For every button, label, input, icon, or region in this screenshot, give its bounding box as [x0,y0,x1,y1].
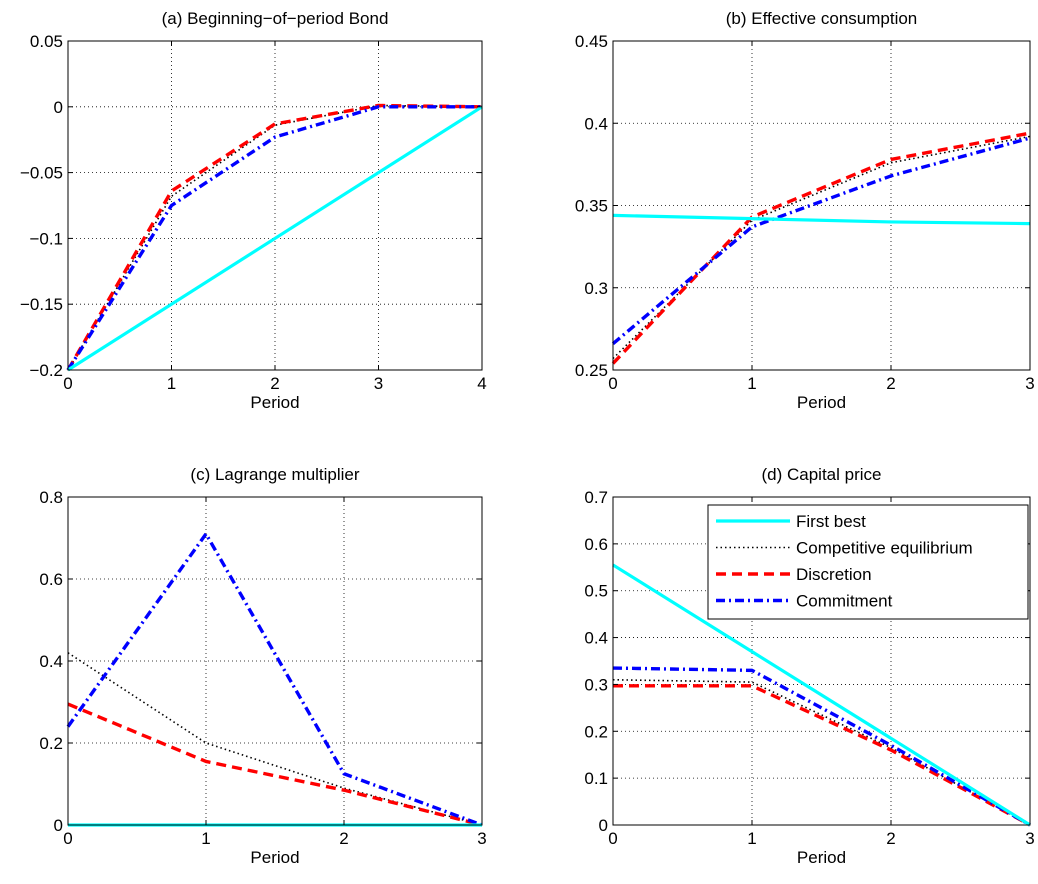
panel-1: 0 1 2 3 0.25 0.3 0.35 0.4 0.45 (b) Effective cons… [575,9,1035,412]
series-line-discretion [613,684,1031,827]
y-tick-label: 0.1 [584,769,608,788]
series-line-first-best [67,105,483,372]
legend-label-first-best: First best [796,512,866,531]
x-tick-label: 1 [167,374,176,393]
x-axis-label: Period [797,848,846,867]
series-line-discretion [611,131,1031,365]
chart-title: (c) Lagrange multiplier [190,465,359,484]
x-tick-label: 0 [608,829,617,848]
x-tick-label: 1 [747,374,756,393]
y-tick-label: 0.4 [39,652,63,671]
y-tick-label: 0.5 [584,582,608,601]
x-tick-label: 2 [886,829,895,848]
y-tick-label: 0.6 [584,535,608,554]
x-tick-label: 0 [63,829,72,848]
y-tick-label: 0.6 [39,570,63,589]
series-line-commitment [611,136,1031,345]
y-tick-label: 0.7 [584,488,608,507]
y-tick-label: −0.15 [20,295,63,314]
chart-title: (a) Beginning−of−period Bond [162,9,389,28]
panel-2: 0 1 2 3 0 0.2 0.4 0.6 0.8 (c) Lagrange multiplier… [39,465,486,867]
y-tick-label: 0.3 [584,675,608,694]
axes-box [612,496,1031,826]
x-tick-label: 0 [63,374,72,393]
series-line-commitment [66,105,482,371]
y-tick-label: −0.2 [29,361,63,380]
y-tick-label: 0 [599,816,608,835]
x-tick-label: 4 [477,374,486,393]
chart-title: (d) Capital price [762,465,882,484]
y-tick-label: 0.45 [575,32,608,51]
y-tick-label: −0.1 [29,229,63,248]
x-tick-label: 1 [747,829,756,848]
x-axis-label: Period [250,393,299,412]
series-line-commitment [612,666,1031,827]
x-axis-label: Period [797,393,846,412]
series-line-first-best [612,563,1031,827]
legend-label-competitive-equilibrium: Competitive equilibrium [796,539,973,558]
y-tick-label: 0 [54,98,63,117]
y-tick-label: 0.8 [39,488,63,507]
series-line-discretion [67,702,483,827]
x-tick-label: 0 [608,374,617,393]
x-tick-label: 1 [201,829,210,848]
panel-0: 0 1 2 3 4 −0.2 −0.15 −0.1 −0.05 0 0.05 (a) Beginnin… [20,9,487,412]
y-tick-label: 0.35 [575,197,608,216]
y-tick-label: 0.05 [30,32,63,51]
x-tick-label: 3 [477,829,486,848]
y-tick-label: −0.05 [20,164,63,183]
series-line-competitive-equilibrium [67,652,483,826]
y-tick-label: 0.2 [39,734,63,753]
x-tick-label: 2 [886,374,895,393]
chart-title: (b) Effective consumption [726,9,918,28]
series-line-commitment [66,532,483,827]
y-tick-label: 0.25 [575,361,608,380]
x-tick-label: 3 [374,374,383,393]
x-axis-label: Period [250,848,299,867]
y-tick-label: 0.4 [584,114,608,133]
legend: First best Competitive equilibrium Discret… [707,504,1029,620]
series-line-first-best [612,213,1031,226]
series-line-competitive-equilibrium [612,135,1031,360]
y-tick-label: 0.3 [584,279,608,298]
plot-area [68,497,482,825]
x-tick-label: 2 [270,374,279,393]
legend-label-discretion: Discretion [796,565,872,584]
x-tick-label: 2 [339,829,348,848]
y-tick-label: 0 [54,816,63,835]
panel-3: 0 1 2 3 0 0.1 0.2 0.3 0.4 0.5 0.6 0.7 (d) Capital pr… [584,465,1034,867]
y-tick-label: 0.2 [584,722,608,741]
legend-label-commitment: Commitment [796,592,893,611]
x-tick-label: 3 [1025,829,1034,848]
x-tick-label: 3 [1025,374,1034,393]
y-tick-label: 0.4 [584,629,608,648]
